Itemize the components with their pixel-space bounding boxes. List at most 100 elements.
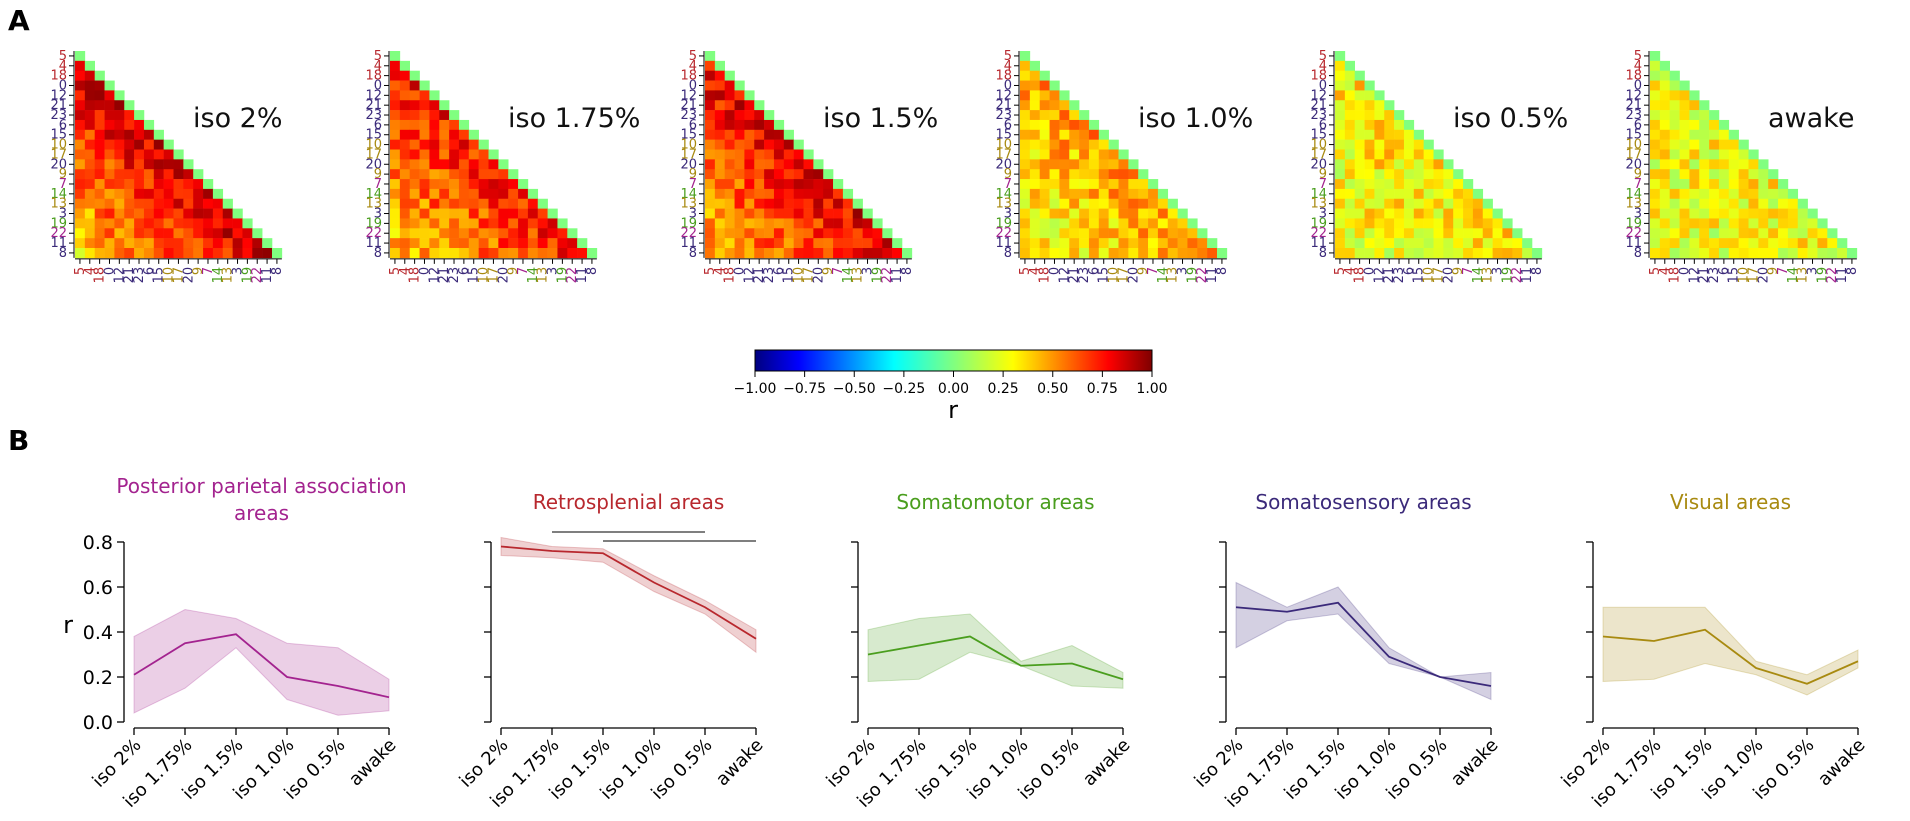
- heatmap-cell: [1709, 188, 1720, 200]
- heatmap-cell: [390, 228, 401, 239]
- heatmap-cell: [212, 238, 224, 249]
- heatmap-cell: [1443, 169, 1454, 180]
- heatmap-cell: [1728, 179, 1739, 190]
- line-chart-band: [1235, 581, 1492, 701]
- heatmap-cell: [134, 129, 145, 140]
- heatmap-cell: [892, 248, 903, 259]
- heatmap-cell: [724, 238, 735, 249]
- colorbar-tick-label: 0.25: [988, 381, 1019, 397]
- heatmap-cell: [449, 159, 460, 170]
- heatmap-cell: [793, 179, 804, 190]
- heatmap-cell: [1069, 159, 1080, 170]
- heatmap-y-tick-label: 17: [365, 147, 382, 162]
- heatmap-cell: [75, 248, 86, 259]
- heatmap-cell: [488, 159, 499, 170]
- heatmap-y-tick-label: 0: [374, 78, 382, 93]
- heatmap-y-tick-label: 23: [995, 108, 1012, 123]
- heatmap-cell: [1413, 198, 1424, 209]
- heatmap-x-tick-label: 18: [1038, 267, 1053, 284]
- heatmap-cell: [114, 90, 125, 101]
- heatmap-cell: [1718, 228, 1730, 239]
- heatmap-cell: [1079, 238, 1090, 249]
- heatmap-cell: [577, 248, 588, 259]
- heatmap-cell: [783, 139, 794, 150]
- heatmap-cell: [203, 188, 214, 200]
- heatmap-cell: [390, 60, 401, 71]
- heatmap-cell: [1738, 179, 1749, 190]
- heatmap-cell: [1384, 159, 1395, 170]
- heatmap-cell: [783, 129, 794, 140]
- heatmap-cell: [823, 208, 834, 219]
- heatmap-cell: [823, 198, 834, 209]
- heatmap-cell: [84, 208, 95, 219]
- heatmap-cell: [203, 248, 214, 259]
- heatmap-x-tick-label: 19: [240, 267, 255, 284]
- heatmap-x-tick-label: 12: [427, 267, 442, 284]
- heatmap-cell: [183, 208, 194, 219]
- heatmap-x-tick-label: 0: [1047, 267, 1062, 275]
- heatmap-cell: [803, 198, 814, 209]
- heatmap-cell: [498, 169, 509, 180]
- heatmap-y-tick-label: 12: [50, 88, 67, 103]
- heatmap-cell: [744, 188, 755, 200]
- heatmap-cell: [104, 90, 115, 101]
- heatmap-y-tick-label: 15: [1310, 128, 1327, 143]
- heatmap-cell: [134, 218, 145, 229]
- heatmap-cell: [754, 139, 765, 150]
- heatmap-cell: [1433, 198, 1444, 209]
- heatmap-cell: [1787, 218, 1799, 229]
- heatmap-cell: [714, 80, 725, 91]
- heatmap-y-tick-label: 8: [374, 246, 382, 261]
- heatmap-cell: [773, 169, 785, 180]
- heatmap-cell: [409, 179, 420, 190]
- heatmap-x-tick-label: 17: [801, 267, 816, 284]
- heatmap-cell: [212, 228, 224, 239]
- heatmap-cell: [724, 159, 735, 170]
- heatmap-y-tick-label: 20: [1625, 157, 1642, 172]
- heatmap-cell: [1492, 218, 1503, 229]
- heatmap-cell: [1354, 169, 1365, 180]
- heatmap-cell: [153, 208, 164, 219]
- heatmap-cell: [153, 129, 164, 140]
- heatmap-cell: [1138, 188, 1149, 200]
- heatmap-cell: [724, 149, 735, 160]
- heatmap-cell: [734, 218, 745, 229]
- heatmap-cell: [1354, 70, 1365, 81]
- heatmap-cell: [399, 149, 410, 160]
- heatmap-cell: [163, 198, 174, 209]
- line-chart-band: [500, 536, 757, 654]
- heatmap-x-tick-label: 17: [1746, 267, 1761, 284]
- heatmap-cell: [1807, 228, 1818, 239]
- heatmap-x-tick-label: 17: [1431, 267, 1446, 284]
- heatmap-y-tick-label: 15: [365, 128, 382, 143]
- heatmap-cell: [783, 198, 794, 209]
- heatmap-cell: [783, 208, 794, 219]
- heatmap-cell: [1364, 169, 1375, 180]
- heatmap-y-tick-label: 23: [50, 108, 67, 123]
- heatmap-y-tick-label: 10: [50, 138, 67, 153]
- heatmap-cell: [173, 208, 184, 219]
- heatmap-cell: [773, 188, 785, 200]
- heatmap-cell: [1650, 179, 1661, 190]
- heatmap-cell: [1728, 198, 1739, 209]
- heatmap-x-tick-label: 11: [1520, 267, 1535, 284]
- heatmap-cell: [153, 228, 164, 239]
- heatmap-cell: [1433, 159, 1444, 170]
- heatmap-cell: [1335, 198, 1346, 209]
- heatmap-cell: [1344, 90, 1355, 101]
- heatmap-cell: [823, 248, 834, 259]
- heatmap-cell: [744, 139, 755, 150]
- heatmap-cell: [1069, 188, 1080, 200]
- heatmap-cell: [94, 139, 105, 150]
- heatmap-cell: [1650, 80, 1661, 91]
- heatmap-cell: [1138, 179, 1149, 190]
- heatmap-cell: [390, 70, 401, 81]
- heatmap-cell: [84, 238, 95, 249]
- heatmap-cell: [203, 228, 214, 239]
- heatmap-cell: [1650, 159, 1661, 170]
- heatmap-x-tick-label: 19: [1185, 267, 1200, 284]
- heatmap-cell: [1413, 139, 1424, 150]
- heatmap-cell: [153, 188, 164, 200]
- heatmap-cell: [1344, 169, 1355, 180]
